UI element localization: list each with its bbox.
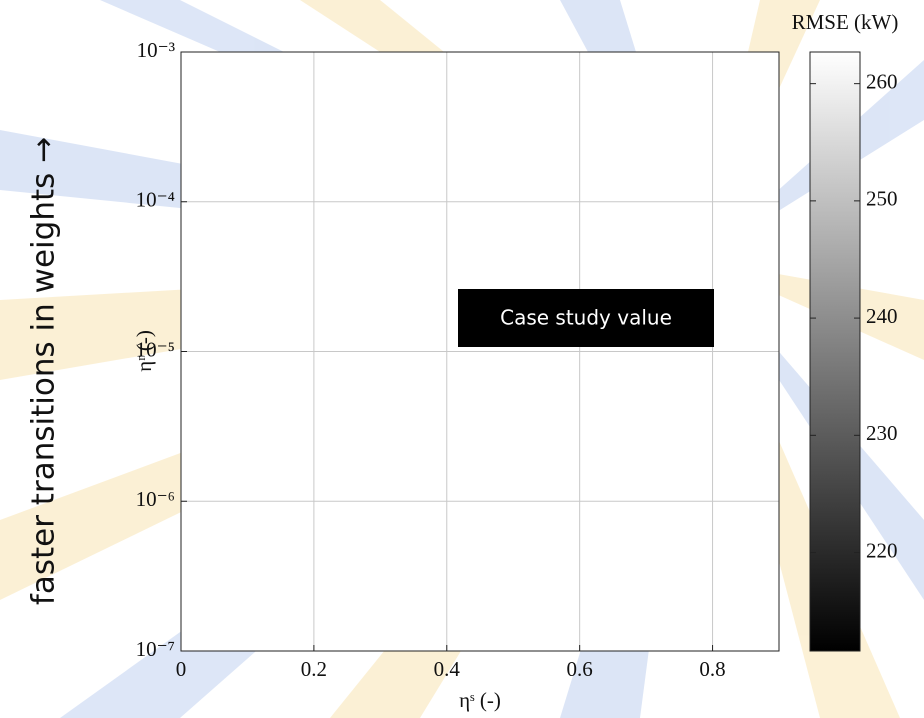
colorbar-tick-label: 250 bbox=[866, 187, 898, 211]
x-tick-label: 0.2 bbox=[301, 657, 327, 681]
x-tick-label: 0.4 bbox=[434, 657, 461, 681]
annotation: Case study value bbox=[500, 306, 672, 330]
chart: RMSE (kW) ηˢ (-) ηʳ (-) faster transitio… bbox=[0, 0, 924, 718]
y-tick-label: 10⁻⁵ bbox=[136, 337, 175, 361]
colorbar-tick-label: 230 bbox=[866, 421, 898, 445]
colorbar bbox=[810, 52, 860, 651]
colorbar-tick-label: 260 bbox=[866, 69, 898, 93]
colorbar-title: RMSE (kW) bbox=[792, 10, 899, 34]
colorbar-tick-label: 240 bbox=[866, 304, 898, 328]
y-tick-label: 10⁻⁴ bbox=[136, 188, 175, 212]
y-tick-label: 10⁻⁷ bbox=[136, 637, 175, 661]
colorbar-tick-label: 220 bbox=[866, 538, 898, 562]
y-tick-label: 10⁻³ bbox=[137, 38, 175, 62]
side-annotation: faster transitions in weights → bbox=[26, 137, 62, 605]
x-axis-label: ηˢ (-) bbox=[459, 688, 501, 712]
x-tick-label: 0.6 bbox=[567, 657, 593, 681]
y-tick-label: 10⁻⁶ bbox=[136, 487, 175, 511]
page: RMSE (kW) ηˢ (-) ηʳ (-) faster transitio… bbox=[0, 0, 924, 718]
x-tick-label: 0 bbox=[176, 657, 187, 681]
x-tick-label: 0.8 bbox=[699, 657, 725, 681]
